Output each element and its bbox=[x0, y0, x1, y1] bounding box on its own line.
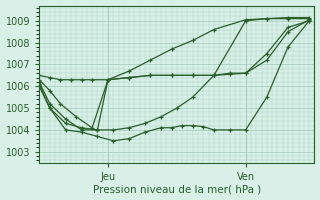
X-axis label: Pression niveau de la mer( hPa ): Pression niveau de la mer( hPa ) bbox=[93, 184, 261, 194]
